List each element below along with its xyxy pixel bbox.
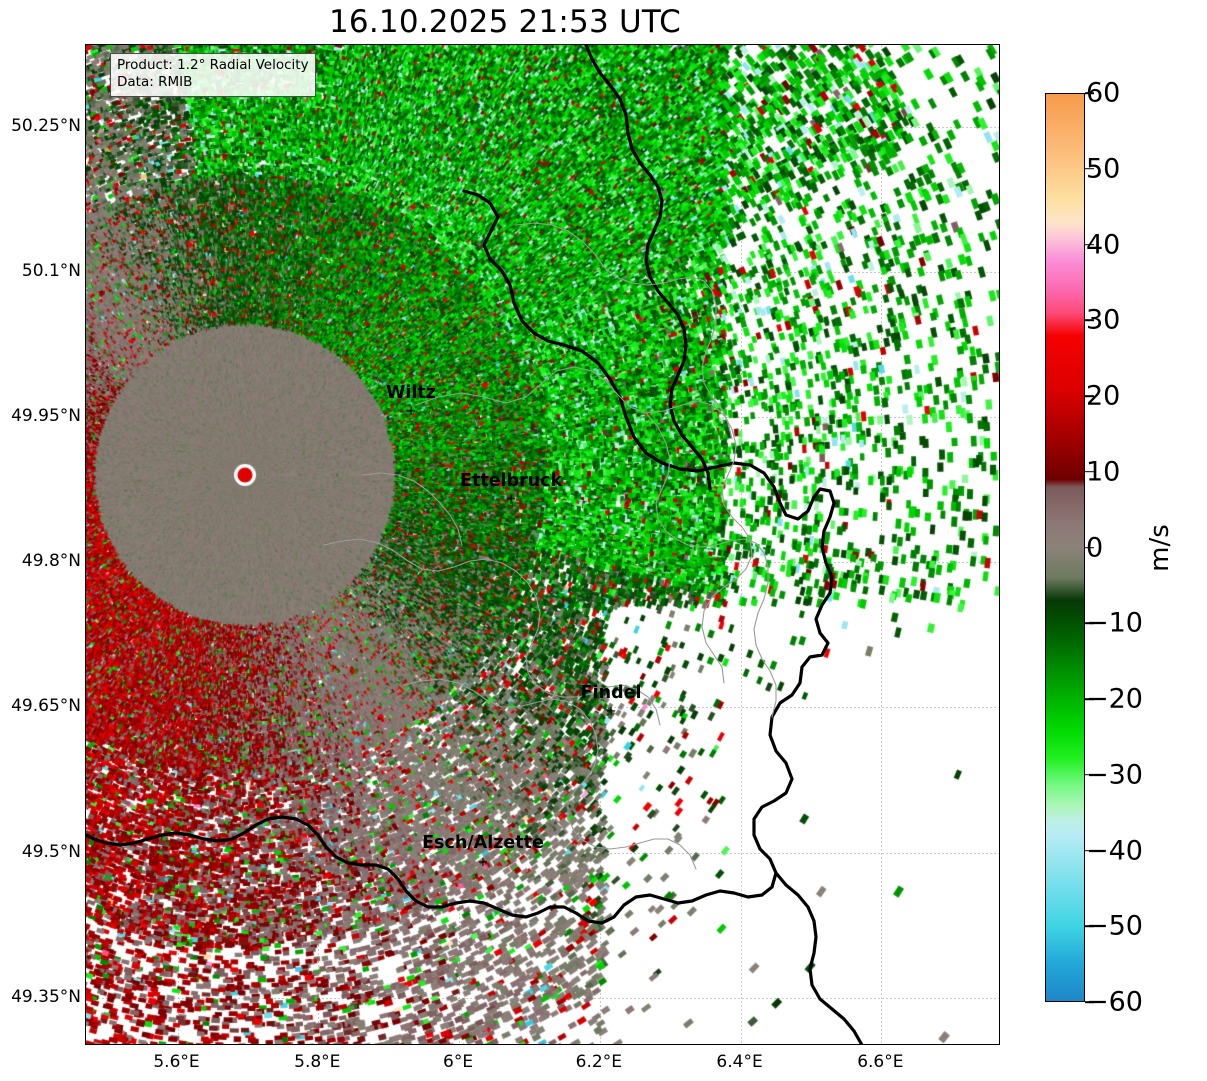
longitude-tick-label: 5.8°E [294,1052,341,1072]
product-line: Product: 1.2° Radial Velocity [117,57,309,73]
latitude-tick-label: 50.1°N [21,261,81,282]
colorbar-tick-mark [1085,849,1094,852]
country-border-southeast [774,871,864,1044]
city-marker-icon: + [605,704,617,720]
longitude-tick-label: 6.2°E [575,1052,622,1072]
longitude-tick-label: 6°E [443,1052,474,1072]
product-info-box: Product: 1.2° Radial Velocity Data: RMIB [110,53,316,97]
latitude-tick-label: 49.35°N [11,986,81,1007]
country-border-luxembourg [86,189,836,925]
city-labels-layer: Wiltz + Ettelbruck + Findel + Esch/Alzette + [86,45,999,1044]
colorbar-tick-label: −20 [1086,683,1143,715]
radar-echo-canvas [86,45,999,1044]
district-border-1 [415,366,753,684]
colorbar-tick-label: 40 [1086,229,1121,260]
colorbar-tick-mark [1085,773,1094,776]
colorbar-tick-label: 0 [1086,532,1104,563]
colorbar-tick-label: −60 [1086,986,1143,1018]
city-label: Esch/Alzette + [422,835,544,869]
colorbar-tick-mark [1085,243,1094,246]
colorbar-tick-label: −50 [1086,910,1143,942]
district-border-5 [515,222,733,440]
colorbar-tick-mark [1085,395,1094,397]
longitude-tick-label: 6.6°E [857,1052,904,1072]
city-label: Ettelbruck + [460,470,563,508]
radar-reflectivity-layer [86,45,999,1044]
latitude-tick-label: 49.95°N [11,406,81,427]
city-marker-icon: + [477,854,489,870]
latitude-tick-label: 49.5°N [21,841,81,862]
country-border-northeast [584,45,712,491]
borders-svg [86,45,864,1044]
colorbar-tick-label: 20 [1086,380,1121,412]
longitude-tick-label: 5.6°E [153,1052,200,1072]
latitude-tick-label: 50.25°N [11,116,81,137]
page-title: 16.10.2025 21:53 UTC [329,4,681,40]
colorbar-tick-label: 50 [1086,153,1121,185]
district-border-3 [403,678,697,870]
colorbar-tick-mark [1085,167,1094,170]
city-name: Wiltz [386,382,436,403]
longitude-tick-label: 6.4°E [716,1052,763,1072]
colorbar-tick-mark [1085,1001,1094,1003]
district-border-2 [323,538,661,726]
city-label: Wiltz + [386,382,436,420]
city-name: Esch/Alzette [422,833,544,854]
city-marker-icon: + [405,404,417,420]
colorbar-tick-mark [1085,622,1094,625]
map-borders-layer [86,45,999,1044]
colorbar-gradient [1046,94,1084,1001]
colorbar-tick-mark [1085,319,1094,322]
radar-map-plot[interactable]: Wiltz + Ettelbruck + Findel + Esch/Alzette + Pr… [85,44,1000,1045]
district-border-6 [361,472,463,546]
colorbar-axis-label: m/s [1145,524,1175,572]
colorbar[interactable] [1045,93,1085,1002]
colorbar-tick-label: 30 [1086,304,1121,336]
city-name: Ettelbruck [460,470,563,491]
colorbar-tick-mark [1085,925,1094,928]
city-marker-icon: + [505,492,517,508]
latitude-tick-label: 49.65°N [11,696,81,717]
colorbar-tick-mark [1085,698,1094,700]
colorbar-tick-mark [1085,546,1094,549]
latitude-tick-label: 49.8°N [21,551,81,572]
data-source-line: Data: RMIB [117,74,193,91]
city-name: Findel [580,682,642,703]
district-border-4 [645,412,777,718]
colorbar-tick-label: 60 [1086,77,1121,109]
colorbar-tick-mark [1085,92,1094,94]
colorbar-tick-mark [1085,470,1094,473]
colorbar-tick-label: −40 [1086,835,1143,866]
colorbar-tick-label: −30 [1086,759,1143,791]
colorbar-tick-label: 10 [1086,456,1121,488]
city-label: Findel + [580,682,642,720]
colorbar-tick-label: −10 [1086,607,1143,639]
